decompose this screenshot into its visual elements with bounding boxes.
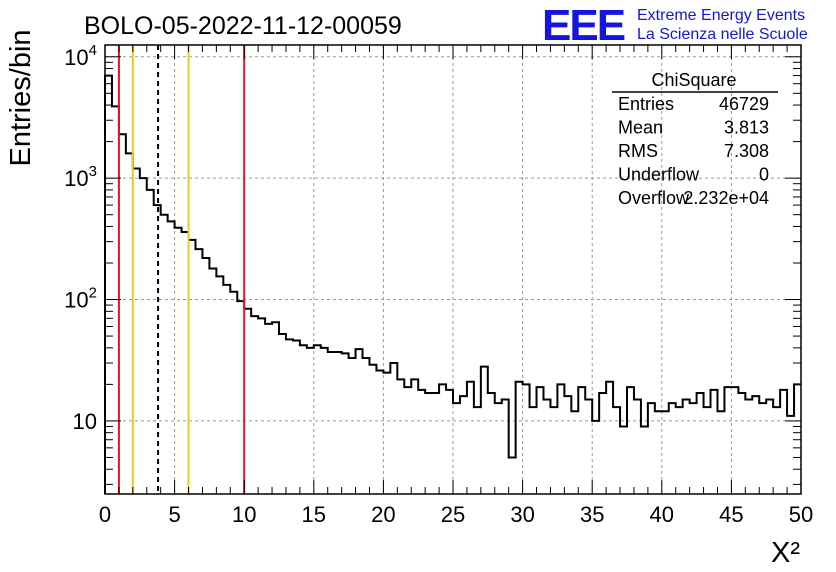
x-tick-label: 30 — [510, 502, 534, 527]
x-tick-label: 20 — [371, 502, 395, 527]
stats-row-label: Underflow — [618, 165, 700, 185]
stats-row-label: RMS — [618, 141, 658, 161]
chart-title: BOLO-05-2022-11-12-00059 — [84, 12, 402, 40]
x-tick-label: 0 — [99, 502, 111, 527]
threshold-lines — [117, 45, 246, 494]
y-tick-label: 104 — [64, 42, 97, 70]
stats-row-value: 3.813 — [724, 118, 769, 138]
x-tick-label: 45 — [719, 502, 743, 527]
x-tick-label: 15 — [302, 502, 326, 527]
y-tick-label: 10 — [73, 409, 97, 434]
stats-box-rows: Entries 46729 Mean 3.813 RMS 7.308 Underflow 0 O… — [618, 94, 769, 208]
y-axis-label: Entries/bin — [5, 29, 37, 166]
histogram-outline — [104, 74, 801, 494]
x-axis-label: X² — [771, 537, 800, 569]
x-tick-label: 40 — [650, 502, 674, 527]
x-tick-label: 50 — [789, 502, 813, 527]
eee-logo-line2: La Scienza nelle Scuole — [637, 26, 808, 43]
stats-box: ChiSquare Entries 46729 Mean 3.813 RMS 7.308 U… — [612, 70, 778, 208]
histogram-bars — [104, 74, 801, 494]
stats-row-value: 46729 — [719, 94, 769, 114]
stats-row-value: 7.308 — [724, 141, 769, 161]
stats-row-label: Mean — [618, 118, 663, 138]
eee-logo: EEE Extreme Energy Events La Scienza nel… — [542, 1, 808, 50]
stats-row-value: 2.232e+04 — [683, 188, 769, 208]
eee-logo-mark: EEE — [542, 1, 625, 50]
stats-box-title: ChiSquare — [651, 70, 736, 90]
y-tick-label: 102 — [64, 285, 97, 313]
y-tick-label: 103 — [64, 163, 97, 191]
stats-row-value: 0 — [759, 165, 769, 185]
axes: 0 5 10 15 20 25 30 35 40 45 50 10 102 103 104 — [64, 42, 813, 527]
stats-row-label: Overflow — [618, 188, 690, 208]
x-tick-label: 25 — [441, 502, 465, 527]
stats-row-label: Entries — [618, 94, 674, 114]
x-tick-label: 10 — [232, 502, 256, 527]
eee-logo-line1: Extreme Energy Events — [637, 7, 805, 24]
x-tick-label: 5 — [168, 502, 180, 527]
grid-lines — [105, 45, 801, 494]
x-tick-label: 35 — [580, 502, 604, 527]
